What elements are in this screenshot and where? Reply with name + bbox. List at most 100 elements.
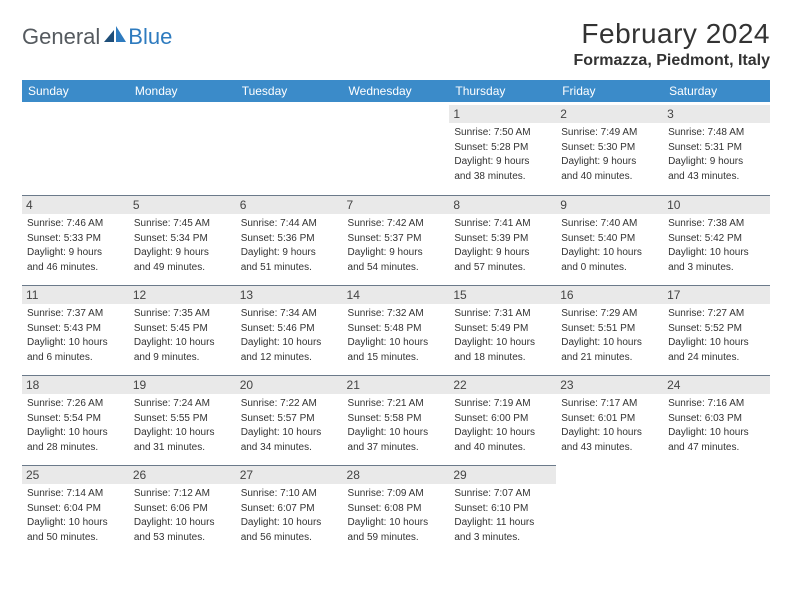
day-info-line: Daylight: 10 hours xyxy=(454,426,551,440)
day-info-line: and 21 minutes. xyxy=(561,351,658,365)
day-info-line: Sunrise: 7:24 AM xyxy=(134,397,231,411)
day-info-line: Sunset: 5:46 PM xyxy=(241,322,338,336)
calendar-day-cell: 8 Sunrise: 7:41 AMSunset: 5:39 PMDaylight… xyxy=(449,192,556,282)
calendar-header-cell: Saturday xyxy=(663,80,770,102)
day-info-line: Sunrise: 7:45 AM xyxy=(134,217,231,231)
day-info: Sunrise: 7:41 AMSunset: 5:39 PMDaylight:… xyxy=(454,217,551,274)
day-info-line: Sunset: 5:30 PM xyxy=(561,141,658,155)
day-info: Sunrise: 7:22 AMSunset: 5:57 PMDaylight:… xyxy=(241,397,338,454)
day-info-line: Daylight: 10 hours xyxy=(561,246,658,260)
day-info-line: Daylight: 9 hours xyxy=(561,155,658,169)
day-info-line: Sunset: 5:57 PM xyxy=(241,412,338,426)
calendar-day-cell: 18Sunrise: 7:26 AMSunset: 5:54 PMDayligh… xyxy=(22,372,129,462)
day-info-line: Sunrise: 7:22 AM xyxy=(241,397,338,411)
calendar-header-cell: Sunday xyxy=(22,80,129,102)
day-number: 27 xyxy=(236,465,343,484)
day-info-line: Sunrise: 7:41 AM xyxy=(454,217,551,231)
day-info-line: Daylight: 10 hours xyxy=(27,336,124,350)
calendar-day-cell: 9Sunrise: 7:40 AMSunset: 5:40 PMDaylight… xyxy=(556,192,663,282)
calendar-day-cell: 27Sunrise: 7:10 AMSunset: 6:07 PMDayligh… xyxy=(236,462,343,552)
day-info-line: Sunset: 6:04 PM xyxy=(27,502,124,516)
day-info: Sunrise: 7:50 AMSunset: 5:28 PMDaylight:… xyxy=(454,126,551,183)
day-info-line: Sunset: 5:42 PM xyxy=(668,232,765,246)
calendar-day-cell: 20Sunrise: 7:22 AMSunset: 5:57 PMDayligh… xyxy=(236,372,343,462)
day-info-line: Daylight: 10 hours xyxy=(134,336,231,350)
day-info-line: Daylight: 10 hours xyxy=(241,516,338,530)
logo-text-general: General xyxy=(22,24,100,50)
calendar-header-cell: Thursday xyxy=(449,80,556,102)
day-number: 24 xyxy=(663,375,770,394)
day-info-line: Daylight: 10 hours xyxy=(348,426,445,440)
day-info-line: Sunset: 5:28 PM xyxy=(454,141,551,155)
day-info: Sunrise: 7:49 AMSunset: 5:30 PMDaylight:… xyxy=(561,126,658,183)
day-info-line: and 43 minutes. xyxy=(561,441,658,455)
day-info-line: Daylight: 10 hours xyxy=(27,426,124,440)
day-number: 1 xyxy=(449,105,556,123)
day-info-line: Sunrise: 7:40 AM xyxy=(561,217,658,231)
calendar-day-cell: 28Sunrise: 7:09 AMSunset: 6:08 PMDayligh… xyxy=(343,462,450,552)
day-number: 8 xyxy=(449,195,556,214)
day-info-line: and 49 minutes. xyxy=(134,261,231,275)
day-info-line: Daylight: 9 hours xyxy=(241,246,338,260)
day-info: Sunrise: 7:44 AMSunset: 5:36 PMDaylight:… xyxy=(241,217,338,274)
day-info-line: and 51 minutes. xyxy=(241,261,338,275)
day-info-line: Sunrise: 7:44 AM xyxy=(241,217,338,231)
day-info: Sunrise: 7:09 AMSunset: 6:08 PMDaylight:… xyxy=(348,487,445,544)
day-info: Sunrise: 7:35 AMSunset: 5:45 PMDaylight:… xyxy=(134,307,231,364)
day-number: 2 xyxy=(556,105,663,123)
day-info-line: Daylight: 9 hours xyxy=(27,246,124,260)
header: General Blue February 2024 Formazza, Pie… xyxy=(22,18,770,70)
day-number: 17 xyxy=(663,285,770,304)
day-info: Sunrise: 7:21 AMSunset: 5:58 PMDaylight:… xyxy=(348,397,445,454)
day-info-line: Sunset: 6:06 PM xyxy=(134,502,231,516)
calendar-day-cell: 29Sunrise: 7:07 AMSunset: 6:10 PMDayligh… xyxy=(449,462,556,552)
day-info-line: Sunset: 5:33 PM xyxy=(27,232,124,246)
day-number: 10 xyxy=(663,195,770,214)
day-info-line: Sunrise: 7:46 AM xyxy=(27,217,124,231)
day-info-line: Sunrise: 7:29 AM xyxy=(561,307,658,321)
day-info-line: Sunset: 5:51 PM xyxy=(561,322,658,336)
calendar-day-cell: 22Sunrise: 7:19 AMSunset: 6:00 PMDayligh… xyxy=(449,372,556,462)
day-number: 16 xyxy=(556,285,663,304)
day-number: 4 xyxy=(22,195,129,214)
day-info-line: Sunset: 5:34 PM xyxy=(134,232,231,246)
page-title: February 2024 xyxy=(574,18,770,50)
day-info-line: Daylight: 10 hours xyxy=(134,426,231,440)
calendar-day-cell: 11Sunrise: 7:37 AMSunset: 5:43 PMDayligh… xyxy=(22,282,129,372)
calendar-day-cell: 12Sunrise: 7:35 AMSunset: 5:45 PMDayligh… xyxy=(129,282,236,372)
day-info: Sunrise: 7:07 AMSunset: 6:10 PMDaylight:… xyxy=(454,487,551,544)
day-info-line: Sunset: 5:31 PM xyxy=(668,141,765,155)
day-info-line: Daylight: 10 hours xyxy=(27,516,124,530)
day-number: 3 xyxy=(663,105,770,123)
day-info: Sunrise: 7:12 AMSunset: 6:06 PMDaylight:… xyxy=(134,487,231,544)
day-number: 26 xyxy=(129,465,236,484)
day-info-line: Sunset: 5:52 PM xyxy=(668,322,765,336)
day-info: Sunrise: 7:32 AMSunset: 5:48 PMDaylight:… xyxy=(348,307,445,364)
day-info-line: Daylight: 10 hours xyxy=(241,336,338,350)
day-info-line: and 31 minutes. xyxy=(134,441,231,455)
day-info: Sunrise: 7:17 AMSunset: 6:01 PMDaylight:… xyxy=(561,397,658,454)
day-info-line: Sunset: 5:58 PM xyxy=(348,412,445,426)
calendar-day-cell: 14Sunrise: 7:32 AMSunset: 5:48 PMDayligh… xyxy=(343,282,450,372)
day-info-line: and 24 minutes. xyxy=(668,351,765,365)
calendar-week-row: 1 Sunrise: 7:50 AMSunset: 5:28 PMDaylight… xyxy=(22,102,770,192)
day-info-line: Sunrise: 7:48 AM xyxy=(668,126,765,140)
day-info: Sunrise: 7:42 AMSunset: 5:37 PMDaylight:… xyxy=(348,217,445,274)
day-info-line: and 57 minutes. xyxy=(454,261,551,275)
calendar-week-row: 18Sunrise: 7:26 AMSunset: 5:54 PMDayligh… xyxy=(22,372,770,462)
day-info-line: Sunrise: 7:42 AM xyxy=(348,217,445,231)
day-info: Sunrise: 7:14 AMSunset: 6:04 PMDaylight:… xyxy=(27,487,124,544)
calendar-day-cell: 6Sunrise: 7:44 AMSunset: 5:36 PMDaylight… xyxy=(236,192,343,282)
day-info-line: and 53 minutes. xyxy=(134,531,231,545)
day-info-line: Sunrise: 7:26 AM xyxy=(27,397,124,411)
day-info-line: Sunrise: 7:27 AM xyxy=(668,307,765,321)
day-info: Sunrise: 7:40 AMSunset: 5:40 PMDaylight:… xyxy=(561,217,658,274)
day-info-line: Sunrise: 7:12 AM xyxy=(134,487,231,501)
day-info-line: Sunset: 5:48 PM xyxy=(348,322,445,336)
logo-sail-icon xyxy=(104,26,126,42)
calendar-day-cell: 4 Sunrise: 7:46 AMSunset: 5:33 PMDaylight… xyxy=(22,192,129,282)
day-number: 7 xyxy=(343,195,450,214)
calendar-week-row: 4Sunrise: 7:46 AMSunset: 5:33 PMDaylight… xyxy=(22,192,770,282)
day-info-line: Sunrise: 7:34 AM xyxy=(241,307,338,321)
day-info-line: Sunset: 5:45 PM xyxy=(134,322,231,336)
